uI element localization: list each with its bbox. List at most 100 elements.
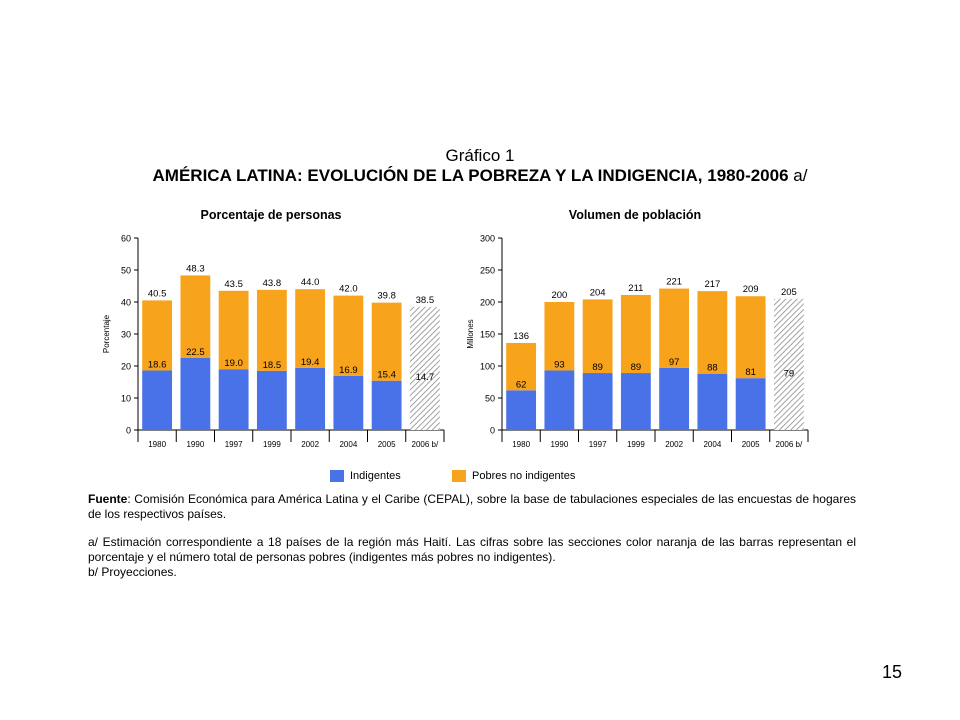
figure-title-suffix: a/ <box>793 166 808 185</box>
data-label-indigentes: 16.9 <box>339 365 358 376</box>
bar-pobres-no-indigentes <box>506 342 537 391</box>
y-tick-label: 0 <box>126 426 131 436</box>
y-axis-label: Porcentaje <box>102 314 111 353</box>
data-label-total: 44.0 <box>301 277 320 288</box>
data-label-total: 205 <box>781 287 797 298</box>
y-tick-label: 150 <box>480 330 495 340</box>
x-tick-label: 2002 <box>301 440 319 449</box>
y-tick-label: 60 <box>121 234 131 244</box>
y-tick-label: 40 <box>121 298 131 308</box>
data-label-indigentes: 88 <box>707 363 718 374</box>
bar-indigentes <box>582 373 613 430</box>
bar-indigentes <box>735 378 766 430</box>
source-text: : Comisión Económica para América Latina… <box>88 492 856 521</box>
x-tick-label: 1980 <box>512 440 530 449</box>
bar-pobres-no-indigentes <box>544 302 575 371</box>
y-tick-label: 300 <box>480 234 495 244</box>
bar-pobres-no-indigentes <box>180 275 211 358</box>
chart-title: Porcentaje de personas <box>200 208 341 222</box>
data-label-indigentes: 89 <box>592 362 603 373</box>
bar-projection <box>773 298 804 430</box>
bar-indigentes <box>256 370 287 430</box>
bar-indigentes <box>697 373 728 430</box>
footnote-a: a/ Estimación correspondiente a 18 paíse… <box>88 535 856 564</box>
x-tick-label: 2002 <box>665 440 683 449</box>
y-tick-label: 200 <box>480 298 495 308</box>
x-tick-label: 2004 <box>339 440 357 449</box>
y-tick-label: 50 <box>485 394 495 404</box>
x-tick-label: 1997 <box>225 440 243 449</box>
figure-label: Gráfico 1 <box>445 146 515 165</box>
y-tick-label: 250 <box>480 266 495 276</box>
data-label-indigentes: 93 <box>554 359 565 370</box>
bar-indigentes <box>506 390 537 430</box>
chart-title: Volumen de población <box>569 208 701 222</box>
data-label-total: 217 <box>704 279 720 290</box>
bar-indigentes <box>544 370 575 430</box>
footnotes: a/ Estimación correspondiente a 18 paíse… <box>88 535 856 580</box>
data-label-indigentes: 15.4 <box>377 370 396 381</box>
data-label-total: 136 <box>513 331 529 342</box>
x-tick-label: 2005 <box>742 440 760 449</box>
source-label: Fuente <box>88 492 128 506</box>
data-label-total: 221 <box>666 277 682 288</box>
data-label-total: 40.5 <box>148 288 167 299</box>
bar-indigentes <box>218 369 249 430</box>
page-number: 15 <box>882 662 903 682</box>
legend-swatch-pobres <box>452 470 466 483</box>
data-label-indigentes: 97 <box>669 357 680 368</box>
x-tick-label: 2005 <box>378 440 396 449</box>
x-tick-label: 1997 <box>589 440 607 449</box>
data-label-indigentes: 89 <box>631 362 642 373</box>
data-label-total: 38.5 <box>416 295 435 306</box>
chart-volumen: Volumen de población Millones 0 50 100 150 200… <box>466 208 809 449</box>
x-tick-label: 1999 <box>263 440 281 449</box>
legend-label-indigentes: Indigentes <box>350 470 401 482</box>
legend-swatch-indigentes <box>330 470 344 483</box>
x-tick-label: 2006 b/ <box>776 440 803 449</box>
data-label-indigentes: 19.4 <box>301 357 320 368</box>
bar-pobres-no-indigentes <box>582 299 613 374</box>
bar-indigentes <box>371 380 402 430</box>
x-tick-label: 1999 <box>627 440 645 449</box>
figure-title-text: AMÉRICA LATINA: EVOLUCIÓN DE LA POBREZA … <box>152 166 789 185</box>
data-label-indigentes: 81 <box>745 367 756 378</box>
data-label-total: 39.8 <box>377 291 396 302</box>
bar-indigentes <box>620 373 651 430</box>
y-tick-label: 10 <box>121 394 131 404</box>
figure-title: AMÉRICA LATINA: EVOLUCIÓN DE LA POBREZA … <box>0 166 960 186</box>
y-axis-label: Millones <box>466 319 475 348</box>
data-label-indigentes: 22.5 <box>186 347 205 358</box>
bar-pobres-no-indigentes <box>333 295 364 376</box>
bar-indigentes <box>142 370 173 430</box>
data-label-total: 43.8 <box>263 278 282 289</box>
y-tick-label: 0 <box>490 426 495 436</box>
data-label-total: 211 <box>628 283 643 294</box>
data-label-total: 204 <box>590 287 606 298</box>
bar-pobres-no-indigentes <box>256 289 287 371</box>
data-label-indigentes: 19.0 <box>224 358 243 369</box>
bar-indigentes <box>295 367 326 430</box>
bar-projection <box>409 306 440 430</box>
data-label-indigentes: 18.5 <box>263 360 282 371</box>
bar-pobres-no-indigentes <box>620 294 651 374</box>
data-label-indigentes: 79 <box>784 368 795 379</box>
bar-pobres-no-indigentes <box>659 288 690 368</box>
data-label-total: 209 <box>743 284 759 295</box>
bar-pobres-no-indigentes <box>697 291 728 374</box>
y-tick-label: 20 <box>121 362 131 372</box>
data-label-indigentes: 14.7 <box>416 372 435 383</box>
source-note: Fuente: Comisión Económica para América … <box>88 492 856 522</box>
y-tick-label: 30 <box>121 330 131 340</box>
footnote-b: b/ Proyecciones. <box>88 565 177 579</box>
x-tick-label: 1990 <box>550 440 568 449</box>
data-label-total: 200 <box>551 290 567 301</box>
legend-label-pobres: Pobres no indigentes <box>472 470 576 482</box>
data-label-total: 42.0 <box>339 284 358 295</box>
y-tick-label: 100 <box>480 362 495 372</box>
x-tick-label: 1990 <box>186 440 204 449</box>
bar-pobres-no-indigentes <box>371 302 402 381</box>
bar-pobres-no-indigentes <box>218 290 249 370</box>
data-label-total: 48.3 <box>186 263 205 274</box>
x-tick-label: 2006 b/ <box>412 440 439 449</box>
